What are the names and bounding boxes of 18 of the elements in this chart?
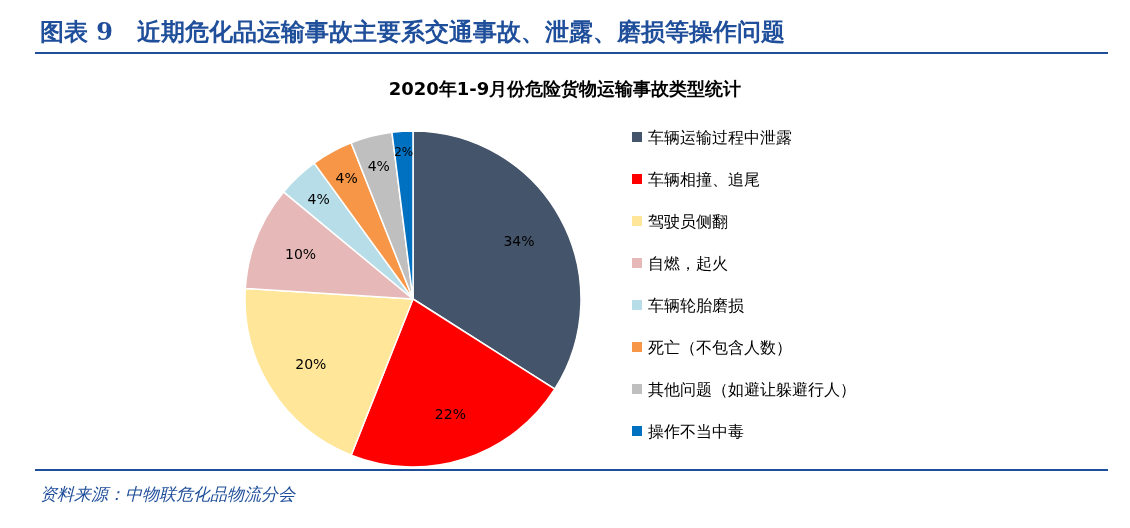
- legend-label: 车辆相撞、追尾: [648, 170, 760, 189]
- text: 资料来源：中物联危化品物流分会: [40, 484, 296, 504]
- data-label: 22%: [434, 406, 466, 423]
- data-label: 10%: [284, 246, 317, 263]
- legend-label: 自燃，起火: [648, 254, 728, 273]
- legend-label: 操作不当中毒: [648, 422, 744, 441]
- chart-subtitle: 2020年1-9月份危险货物运输事故类型统计: [388, 78, 742, 99]
- legend-label: 车辆运输过程中泄露: [648, 128, 792, 147]
- legend-label: 驾驶员侧翻: [648, 212, 728, 231]
- data-label: 20%: [295, 355, 327, 372]
- legend-label: 其他问题（如避让躲避行人）: [648, 380, 856, 399]
- legend-label: 死亡（不包含人数）: [648, 338, 792, 357]
- data-label: 4%: [367, 157, 390, 174]
- data-label: 34%: [503, 232, 535, 249]
- legend-label: 车辆轮胎磨损: [648, 296, 744, 315]
- chart-title: 图表 9 近期危化品运输事故主要系交通事故、泄露、磨损等操作问题: [40, 17, 786, 46]
- data-label: 4%: [335, 170, 358, 187]
- data-label: 4%: [307, 190, 330, 207]
